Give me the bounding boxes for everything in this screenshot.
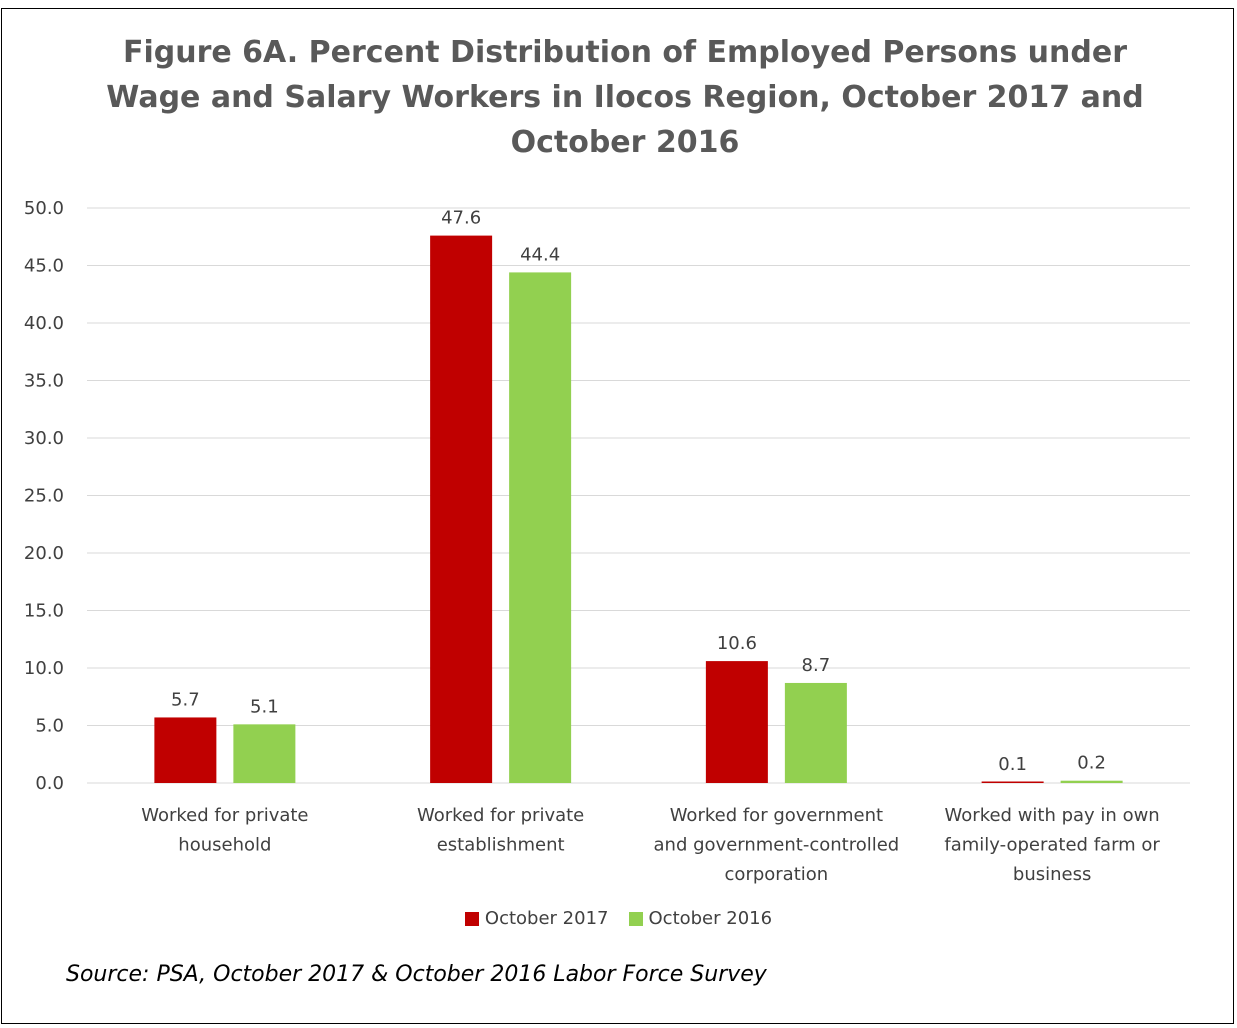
category-label: Worked for private [141,805,308,826]
y-tick-label: 35.0 [24,371,64,392]
data-label: 0.2 [1077,753,1106,774]
y-tick-label: 45.0 [24,256,64,277]
category-label: and government-controlled [654,835,900,856]
source-note: Source: PSA, October 2017 & October 2016… [66,962,767,987]
data-label: 10.6 [717,633,757,654]
data-label: 5.1 [250,696,279,717]
bar [705,661,768,783]
category-label: Worked for private [417,805,584,826]
legend-item-october-2017: October 2017 [464,908,609,929]
bar [154,717,217,783]
bar [981,781,1044,783]
y-tick-label: 50.0 [24,198,64,219]
y-tick-label: 5.0 [35,716,64,737]
legend-swatch-october-2016 [628,911,643,926]
data-labels: 5.7 5.1 47.6 44.4 10.6 8.7 0.1 0.2 [171,208,1106,775]
y-axis-ticks: 0.0 5.0 10.0 15.0 20.0 25.0 30.0 35.0 40.0 45.0 50… [24,198,64,794]
chart-frame [1,8,1234,1024]
y-tick-label: 0.0 [35,773,64,794]
bar [784,682,847,783]
category-label: corporation [725,864,829,885]
y-tick-label: 40.0 [24,313,64,334]
bar [509,272,572,783]
y-tick-label: 30.0 [24,428,64,449]
legend-label-october-2017: October 2017 [484,908,609,929]
legend-swatch-october-2017 [464,911,479,926]
y-tick-label: 20.0 [24,543,64,564]
category-label: business [1013,864,1091,885]
category-label: household [178,835,271,856]
chart-title-line-2: Wage and Salary Workers in Ilocos Region… [106,80,1144,115]
bars [154,235,1123,784]
data-label: 47.6 [441,208,481,229]
category-label: family-operated farm or [944,835,1160,856]
data-label: 8.7 [802,655,831,676]
bar [430,235,493,784]
chart-title: Figure 6A. Percent Distribution of Emplo… [100,30,1150,165]
category-label: Worked with pay in own [945,805,1160,826]
chart-title-line-1: Figure 6A. Percent Distribution of Emplo… [122,35,1128,70]
data-label: 0.1 [998,754,1027,775]
data-label: 5.7 [171,689,200,710]
legend-label-october-2016: October 2016 [648,908,773,929]
category-label: establishment [437,835,565,856]
bar [233,724,296,783]
y-tick-label: 25.0 [24,486,64,507]
y-tick-label: 10.0 [24,658,64,679]
category-label: Worked for government [670,805,883,826]
legend: October 2017 October 2016 [0,908,1237,929]
category-labels: Worked for private household Worked for pr… [141,805,1160,885]
data-label: 44.4 [520,244,560,265]
y-tick-label: 15.0 [24,601,64,622]
legend-item-october-2016: October 2016 [628,908,773,929]
bar [1060,780,1123,783]
bar-chart: 0.0 5.0 10.0 15.0 20.0 25.0 30.0 35.0 40.0 45.0 50… [24,198,1190,885]
chart-title-line-3: October 2016 [510,125,740,160]
